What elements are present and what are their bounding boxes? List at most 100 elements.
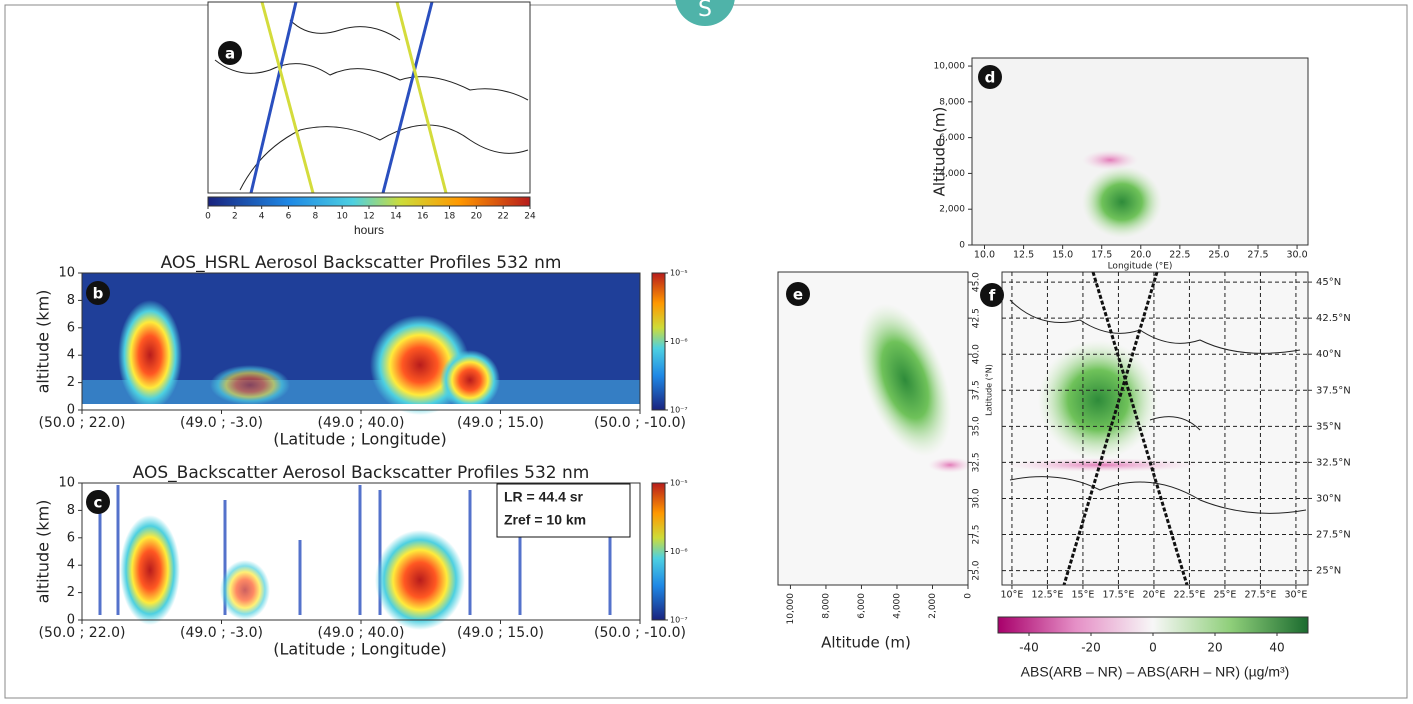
y-tick-label: 42.5 [972,308,982,328]
y-tick-label: 4 [67,558,75,573]
annotation-box [496,483,631,538]
x-tick-label: 0 [964,593,974,599]
plot-frame [1001,271,1309,586]
panel-label: f [989,287,996,305]
colorbar-tick-label: 10 [336,212,348,222]
y-axis-label: altitude (km) [34,290,53,394]
x-axis-label: (Latitude ; Longitude) [273,640,446,659]
colorbar-label: hours [354,223,384,237]
y-tick-label: 6 [67,530,75,545]
y-tick-label: 2 [67,375,75,390]
x-tick-label: (50.0 ; 22.0) [39,625,126,641]
y-tick-label: 6,000 [939,133,965,143]
colorbar-tick-label: 40 [1269,641,1284,655]
x-axis-label: Altitude (m) [821,634,911,652]
x-tick-label: 10,000 [786,593,796,625]
y-tick-label: 40.0 [972,344,982,364]
colorbar-tick-label: 2 [232,212,238,222]
y-tick-label: 40°N [1316,349,1341,360]
y-axis-label: Latitude (°N) [985,364,994,416]
plot-frame [777,271,969,586]
y-tick-label: 37.5°N [1316,385,1351,396]
x-tick-label: 6,000 [857,593,867,619]
y-tick-label: 10 [58,476,75,491]
y-tick-label: 25.0 [972,560,982,580]
x-tick-label: 30°E [1285,590,1308,601]
x-tick-label: 22.5°E [1173,590,1205,601]
panel-badge [978,65,1002,89]
colorbar-tick-label: 24 [524,212,536,222]
chart-title: AOS_HSRL Aerosol Backscatter Profiles 53… [161,253,562,273]
x-tick-label: 25°E [1214,590,1237,601]
y-tick-label: 27.5 [972,524,982,544]
chart-title: AOS_Backscatter Aerosol Backscatter Prof… [133,463,590,483]
x-tick-label: (50.0 ; 22.0) [39,415,126,431]
x-tick-label: (49.0 ; 40.0) [318,625,405,641]
y-tick-label: 32.5°N [1316,457,1351,468]
colorbar-tick-label: 6 [286,212,292,222]
x-tick-label: 8,000 [821,593,831,619]
colorbar-tick-label: -40 [1019,641,1039,655]
panel-label: b [93,285,104,303]
x-tick-label: 27.5°E [1244,590,1276,601]
y-tick-label: 30°N [1316,493,1341,504]
panel-badge [86,281,110,305]
y-tick-label: 32.5 [972,452,982,472]
plot-frame [207,1,531,194]
y-tick-label: 0 [67,403,75,418]
colorbar-tick-label: 0 [205,212,211,222]
x-tick-label: (49.0 ; 15.0) [457,625,544,641]
plot-frame [971,57,1309,246]
panel-badge [218,41,242,65]
annotation: Zref = 10 km [504,512,586,528]
x-tick-label: 25.0 [1208,250,1229,261]
y-tick-label: 0 [959,241,965,251]
x-tick-label: 4,000 [892,593,902,619]
y-tick-label: 8 [67,503,75,518]
y-tick-label: 8 [67,293,75,308]
panel-badge [786,282,810,306]
y-tick-label: 25°N [1316,566,1341,577]
y-tick-label: 4 [67,348,75,363]
x-tick-label: (50.0 ; -10.0) [594,415,686,431]
x-tick-label: 22.5 [1169,250,1190,261]
colorbar-label: ABS(ARB – NR) – ABS(ARH – NR) (µg/m³) [1021,664,1290,680]
x-tick-label: 10.0 [974,250,995,261]
x-axis-label: (Latitude ; Longitude) [273,430,446,449]
colorbar-tick-label: 20 [1207,641,1222,655]
panel-badge [980,283,1004,307]
y-tick-label: 10,000 [934,62,966,72]
annotation: LR = 44.4 sr [504,489,584,505]
x-tick-label: 20.0 [1130,250,1151,261]
y-tick-label: 42.5°N [1316,313,1351,324]
colorbar-tick-label: 10⁻⁵ [670,479,688,488]
x-tick-label: 17.5°E [1102,590,1134,601]
panel-label: a [225,45,235,63]
panel-label: e [793,286,803,304]
y-axis-label: Altitude (m) [931,107,949,197]
y-tick-label: 35.0 [972,416,982,436]
colorbar-tick-label: 4 [259,212,265,222]
x-axis-label: Longitude (°E) [1108,262,1173,272]
x-tick-label: (49.0 ; -3.0) [180,415,263,431]
y-tick-label: 2,000 [939,205,965,215]
y-tick-label: 8,000 [939,97,965,107]
colorbar-tick-label: 20 [471,212,483,222]
x-tick-label: 27.5 [1247,250,1268,261]
colorbar-tick-label: 10⁻⁷ [670,406,688,415]
panel-label: d [985,69,996,87]
x-tick-label: 30.0 [1286,250,1307,261]
colorbar-tick-label: 16 [417,212,429,222]
colorbar-tick-label: 0 [1149,641,1157,655]
y-tick-label: 2 [67,585,75,600]
y-tick-label: 10 [58,266,75,281]
x-tick-label: 15.0 [1052,250,1073,261]
colorbar [997,616,1309,634]
x-tick-label: 10°E [1001,590,1024,601]
y-tick-label: 27.5°N [1316,530,1351,541]
x-tick-label: 15°E [1072,590,1095,601]
colorbar-tick-label: 8 [312,212,318,222]
y-tick-label: 35°N [1316,421,1341,432]
